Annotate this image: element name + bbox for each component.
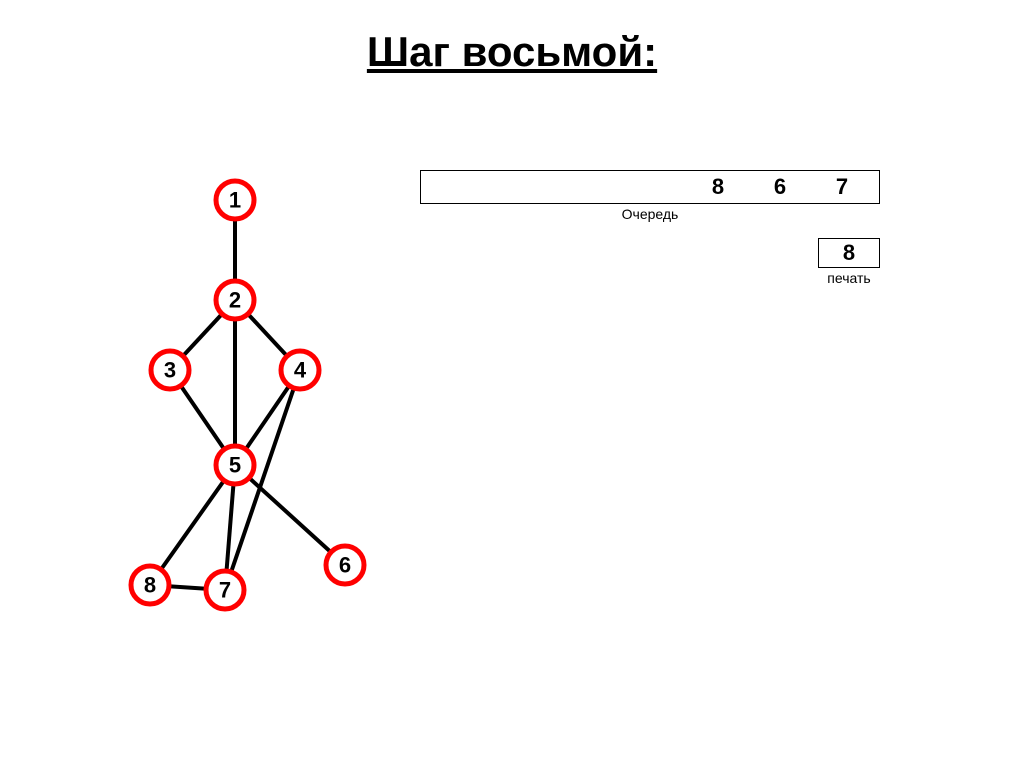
queue-label: Очередь [420, 206, 880, 222]
graph-node-label: 4 [294, 358, 307, 383]
queue-item: 7 [811, 174, 873, 200]
graph-node-label: 7 [219, 578, 231, 603]
queue-box: 867 [420, 170, 880, 204]
graph-node-label: 6 [339, 553, 351, 578]
queue-item: 8 [687, 174, 749, 200]
graph-diagram: 12345678 [0, 0, 1024, 767]
queue-item: 6 [749, 174, 811, 200]
print-value: 8 [843, 240, 855, 266]
queue-label-text: Очередь [622, 206, 679, 222]
print-label: печать [818, 270, 880, 286]
graph-edge [150, 465, 235, 585]
graph-node-label: 2 [229, 288, 241, 313]
graph-node-label: 5 [229, 453, 241, 478]
graph-node-label: 3 [164, 358, 176, 383]
queue-items: 867 [687, 171, 879, 203]
graph-node-label: 8 [144, 573, 156, 598]
print-box: 8 [818, 238, 880, 268]
graph-node-label: 1 [229, 188, 241, 213]
print-label-text: печать [827, 270, 870, 286]
